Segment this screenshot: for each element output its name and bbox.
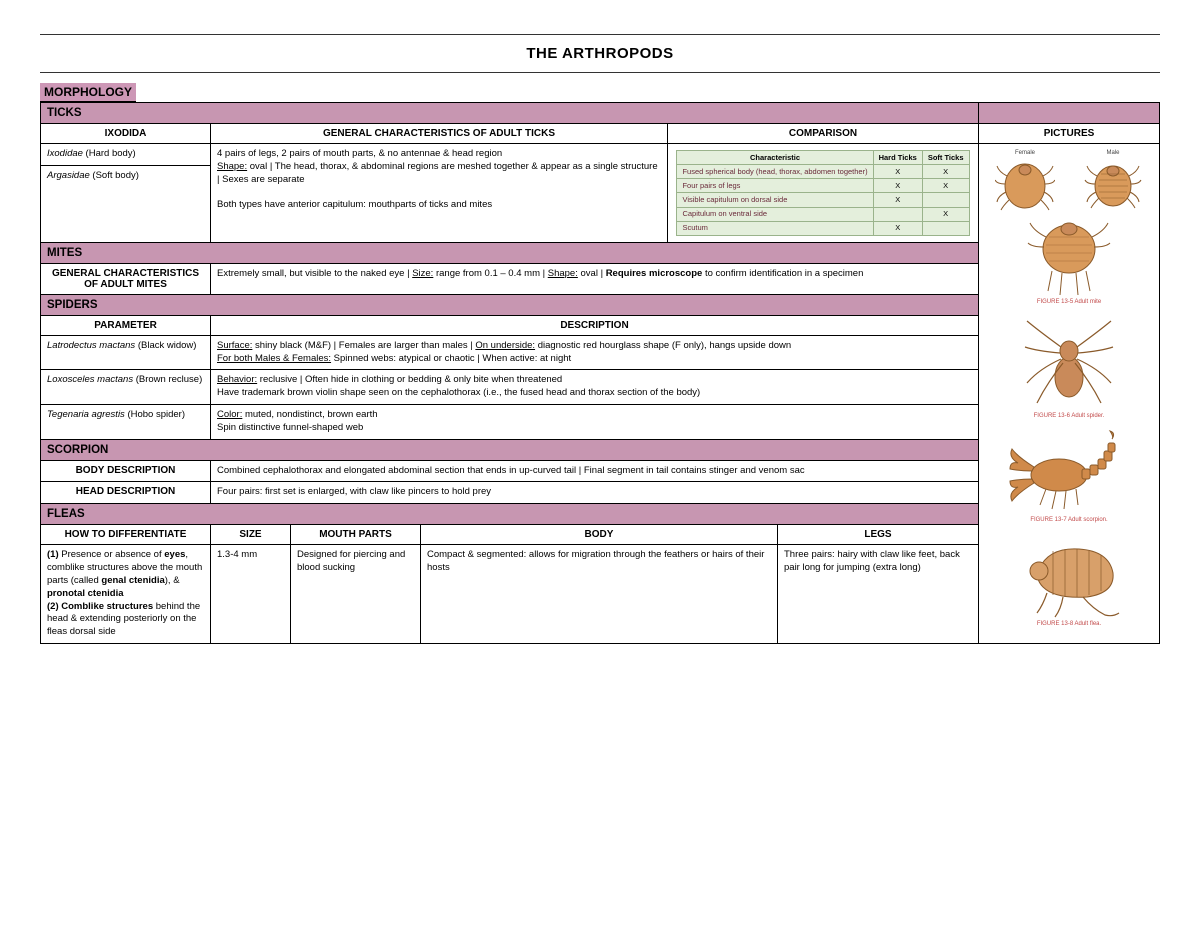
band-spiders: SPIDERS <box>41 294 978 316</box>
scorpion-icon <box>1004 425 1134 515</box>
mites-desc: Extremely small, but visible to the nake… <box>211 264 978 294</box>
spider-desc-2: Color: muted, nondistinct, brown earthSp… <box>211 405 978 439</box>
spider-desc-1: Behavior: reclusive | Often hide in clot… <box>211 370 978 404</box>
argasidae-cell: Argasidae (Soft body) <box>41 166 210 187</box>
spider-figure: FIGURE 13-6 Adult spider. <box>983 311 1155 419</box>
band-mites: MITES <box>41 242 978 264</box>
fleas-hdr-row: HOW TO DIFFERENTIATE SIZE MOUTH PARTS BO… <box>41 525 978 545</box>
comparison-cell: Characteristic Hard Ticks Soft Ticks Fus… <box>668 144 978 242</box>
band-fleas: FLEAS <box>41 503 978 525</box>
mites-row: GENERAL CHARACTERISTICS OF ADULT MITES E… <box>41 264 978 294</box>
scorp-row-1: HEAD DESCRIPTION Four pairs: first set i… <box>41 482 978 503</box>
pictures-stack: Female Male <box>979 144 1159 639</box>
hdr-comparison: COMPARISON <box>668 124 978 143</box>
mite-figure: FIGURE 13-5 Adult mite <box>983 217 1155 305</box>
band-ticks: TICKS <box>41 103 978 124</box>
tick-figure: Female Male <box>983 150 1155 217</box>
fleas-data-row: (1) Presence or absence of eyes, comblik… <box>41 545 978 643</box>
band-pictures-spacer <box>979 103 1159 124</box>
cmp-col0: Characteristic <box>677 151 873 165</box>
tick-male-icon <box>1083 156 1143 211</box>
section-morphology: MORPHOLOGY <box>40 83 136 102</box>
spider-row-2: Tegenaria agrestis (Hobo spider) Color: … <box>41 405 978 439</box>
tick-female-icon <box>995 156 1055 211</box>
argasidae-name: Argasidae <box>47 170 90 181</box>
hdr-ixodida: IXODIDA <box>41 124 211 143</box>
pictures-header: PICTURES <box>979 124 1159 144</box>
pictures-column: PICTURES Female <box>979 103 1159 643</box>
spider-icon <box>1019 311 1119 411</box>
mites-hdr: GENERAL CHARACTERISTICS OF ADULT MITES <box>41 264 211 294</box>
cmp-col1: Hard Ticks <box>873 151 922 165</box>
rule-under-title <box>40 72 1160 73</box>
scorp-row-0: BODY DESCRIPTION Combined cephalothorax … <box>41 461 978 483</box>
spider-row-1: Loxosceles mactans (Brown recluse) Behav… <box>41 370 978 405</box>
ticks-data-row: Ixodidae (Hard body) Argasidae (Soft bod… <box>41 144 978 242</box>
band-scorpion: SCORPION <box>41 439 978 461</box>
left-column: TICKS IXODIDA GENERAL CHARACTERISTICS OF… <box>41 103 979 643</box>
fleas-diff: (1) Presence or absence of eyes, comblik… <box>41 545 211 643</box>
hdr-tick-chars: GENERAL CHARACTERISTICS OF ADULT TICKS <box>211 124 668 143</box>
main-grid: TICKS IXODIDA GENERAL CHARACTERISTICS OF… <box>40 102 1160 644</box>
ticks-header-row: IXODIDA GENERAL CHARACTERISTICS OF ADULT… <box>41 124 978 144</box>
spider-desc-0: Surface: shiny black (M&F) | Females are… <box>211 336 978 370</box>
comparison-table: Characteristic Hard Ticks Soft Ticks Fus… <box>676 150 969 236</box>
mite-icon <box>1024 217 1114 297</box>
cmp-col2: Soft Ticks <box>922 151 969 165</box>
spider-row-0: Latrodectus mactans (Black widow) Surfac… <box>41 336 978 371</box>
flea-figure: FIGURE 13-8 Adult flea. <box>983 529 1155 627</box>
flea-icon <box>1009 529 1129 619</box>
ixodidae-name: Ixodidae <box>47 148 83 159</box>
scorpion-figure: FIGURE 13-7 Adult scorpion. <box>983 425 1155 523</box>
rule-top <box>40 34 1160 35</box>
page-title: THE ARTHROPODS <box>40 39 1160 68</box>
tick-chars-cell: 4 pairs of legs, 2 pairs of mouth parts,… <box>211 144 668 242</box>
spiders-hdr-row: PARAMETER DESCRIPTION <box>41 316 978 336</box>
ixodidae-cell: Ixodidae (Hard body) <box>41 144 210 166</box>
